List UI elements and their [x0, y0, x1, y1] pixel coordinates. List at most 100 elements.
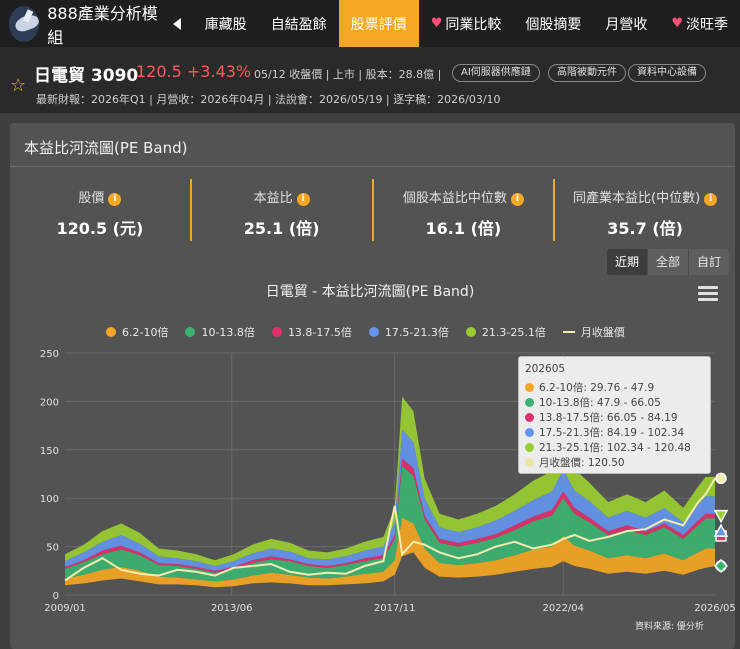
legend-marker-icon [465, 327, 476, 337]
nav-left-arrow-icon[interactable] [172, 17, 181, 30]
nav-menu: 庫藏股 自結盈餘 股票評價 ♥ 同業比較 個股摘要 月營收 ♥ 淡旺季 [193, 0, 740, 47]
brand-logo-icon[interactable] [9, 5, 40, 42]
legend-label: 13.8-17.5倍 [287, 326, 352, 339]
series-end-marker [713, 509, 729, 524]
nav-item-0[interactable]: 庫藏股 [193, 0, 259, 47]
nav-item-5[interactable]: 月營收 [593, 0, 659, 47]
stock-name: 日電貿 3090 [34, 66, 139, 86]
range-all-button[interactable]: 全部 [648, 249, 690, 275]
tooltip-row-label: 21.3-25.1倍: 102.34 - 120.48 [539, 442, 691, 454]
stock-price-change: 120.5 +3.43% [136, 62, 252, 81]
x-tick-label: 2009/01 [44, 603, 86, 614]
y-tick-label: 250 [40, 349, 59, 360]
legend-item-1[interactable]: 10-13.8倍 [185, 324, 255, 340]
legend-label: 6.2-10倍 [122, 326, 169, 339]
info-icon[interactable]: i [704, 193, 718, 206]
series-end-marker [713, 558, 729, 574]
tooltip-row-label: 月收盤價: 120.50 [539, 457, 625, 469]
stat-pe-median: 個股本益比中位數 i 16.1 (倍) [374, 179, 556, 241]
stat-price: 股價 i 120.5 (元) [10, 179, 192, 241]
tooltip-dot-icon [525, 428, 534, 437]
tag-ai-server[interactable]: AI伺服器供應鏈 [452, 64, 540, 82]
pe-band-card: 本益比河流圖(PE Band) 股價 i 120.5 (元) 本益比 i 25.1 … [10, 123, 735, 649]
legend-label: 17.5-21.3倍 [384, 326, 449, 339]
tag-datacenter[interactable]: 資料中心設備 [628, 64, 706, 82]
nav-item-label: 個股摘要 [525, 16, 582, 33]
tooltip-row: 21.3-25.1倍: 102.34 - 120.48 [525, 440, 704, 455]
tooltip-title: 202605 [525, 363, 566, 375]
chart-legend: 6.2-10倍 10-13.8倍 13.8-17.5倍 17.5-21.3倍 21.3-… [106, 324, 642, 340]
legend-marker-icon [106, 327, 116, 337]
legend-item-4[interactable]: 21.3-25.1倍 [465, 324, 546, 340]
stock-info-line: 最新財報：2026年Q1 | 月營收：2026年04月 | 法說會：2026/0… [36, 93, 501, 106]
range-button-group: 近期 全部 自訂 [607, 249, 730, 275]
tag-passive-components[interactable]: 高階被動元件 [548, 64, 626, 82]
tooltip-row-label: 13.8-17.5倍: 66.05 - 84.19 [539, 412, 678, 424]
nav-item-3[interactable]: ♥ 同業比較 [419, 0, 514, 47]
pe-band-3 [65, 429, 715, 571]
chart-title: 日電貿 - 本益比河流圖(PE Band) [265, 284, 475, 300]
stat-industry-pe: 同產業本益比(中位數) i 35.7 (倍) [555, 179, 735, 241]
price-line [64, 477, 716, 582]
tooltip-dot-icon [525, 398, 534, 407]
nav-item-label: 月營收 [605, 16, 648, 33]
pe-band-0 [65, 517, 715, 588]
stat-pe-median-label: 個股本益比中位數 [402, 191, 507, 206]
nav-item-4[interactable]: 個股摘要 [513, 0, 593, 47]
chart-menu-icon[interactable] [698, 286, 718, 304]
info-icon[interactable]: i [108, 193, 122, 206]
nav-item-6[interactable]: ♥ 淡旺季 [659, 0, 740, 47]
legend-item-3[interactable]: 17.5-21.3倍 [368, 324, 449, 340]
stat-pe-value: 25.1 (倍) [243, 219, 320, 238]
x-tick-label: 2022/04 [542, 603, 584, 614]
tooltip-dot-icon [525, 443, 534, 452]
legend-item-5[interactable]: 月收盤價 [562, 324, 625, 340]
top-nav-bar: 888產業分析模組 庫藏股 自結盈餘 股票評價 ♥ 同業比較 個股摘要 月營收 ♥ 淡旺季 [0, 0, 740, 47]
x-tick-label: 2017/11 [374, 603, 416, 614]
heart-icon: ♥ [671, 16, 683, 31]
legend-marker-icon [562, 331, 575, 333]
data-source: 資料來源: 優分析 [635, 622, 704, 632]
y-tick-label: 200 [40, 397, 59, 408]
legend-marker-icon [185, 327, 196, 337]
series-end-marker [713, 523, 729, 537]
brand-name[interactable]: 888產業分析模組 [47, 3, 158, 47]
legend-label: 21.3-25.1倍 [481, 326, 546, 339]
stat-pe-median-value: 16.1 (倍) [425, 219, 502, 238]
nav-item-label: 淡旺季 [686, 16, 728, 33]
stat-price-label: 股價 [78, 191, 105, 206]
card-title: 本益比河流圖(PE Band) [10, 123, 735, 167]
stock-header: ☆ 日電貿 3090 120.5 +3.43% 05/12 收盤價 | 上市 |… [0, 47, 740, 113]
favorite-star-icon[interactable]: ☆ [10, 75, 27, 96]
legend-item-0[interactable]: 6.2-10倍 [106, 324, 168, 340]
tooltip-row: 13.8-17.5倍: 66.05 - 84.19 [525, 410, 704, 425]
tooltip-row-label: 10-13.8倍: 47.9 - 66.05 [539, 397, 661, 409]
x-tick-label: 2013/06 [211, 603, 253, 614]
info-icon[interactable]: i [510, 193, 524, 206]
legend-label: 月收盤價 [580, 326, 625, 339]
stat-price-value: 120.5 (元) [56, 219, 144, 238]
chart-tooltip: 202605 6.2-10倍: 29.76 - 47.9 10-13.8倍: 47… [518, 356, 711, 474]
heart-icon: ♥ [430, 16, 443, 31]
legend-marker-icon [368, 327, 379, 337]
y-tick-label: 0 [53, 591, 59, 602]
tooltip-row: 17.5-21.3倍: 84.19 - 102.34 [525, 425, 704, 440]
info-icon[interactable]: i [296, 193, 310, 206]
nav-item-1[interactable]: 自結盈餘 [259, 0, 339, 47]
nav-item-label: 股票評價 [350, 16, 407, 33]
range-custom-button[interactable]: 自訂 [689, 249, 730, 275]
stat-pe: 本益比 i 25.1 (倍) [192, 179, 374, 241]
pe-band-1 [65, 466, 715, 582]
tooltip-dot-icon [525, 413, 534, 422]
stat-industry-pe-label: 同產業本益比(中位數) [573, 191, 701, 206]
pe-band-2 [65, 458, 715, 573]
legend-item-2[interactable]: 13.8-17.5倍 [271, 324, 352, 340]
stats-row: 股價 i 120.5 (元) 本益比 i 25.1 (倍) 個股本益比中位數 i 16… [10, 179, 735, 241]
stat-pe-label: 本益比 [253, 191, 293, 206]
nav-item-2[interactable]: 股票評價 [338, 0, 419, 47]
pe-band-chart: 0 50 100 150 200 250 2009/01 2013/06 2017/11 2022… [40, 349, 735, 614]
x-tick-label: 2026/05 [694, 603, 735, 614]
series-end-marker [715, 472, 727, 485]
range-recent-button[interactable]: 近期 [607, 249, 649, 275]
tooltip-row-label: 17.5-21.3倍: 84.19 - 102.34 [539, 427, 685, 439]
